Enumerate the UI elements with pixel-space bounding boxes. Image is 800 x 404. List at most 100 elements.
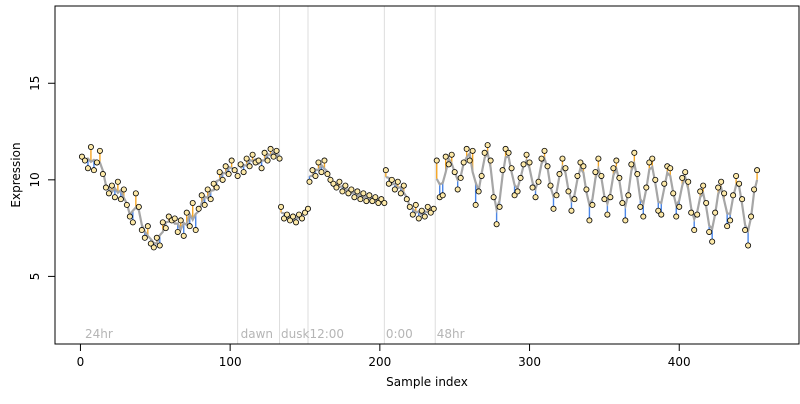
- data-point: [246, 163, 253, 170]
- data-point: [607, 194, 614, 201]
- data-point: [727, 217, 734, 224]
- data-point: [159, 219, 166, 226]
- data-point: [724, 223, 731, 230]
- y-axis: 5 10 15: [28, 76, 55, 281]
- data-point: [207, 196, 214, 203]
- x-tick-label: 400: [668, 355, 691, 369]
- data-point: [496, 203, 503, 210]
- data-point: [318, 169, 325, 176]
- data-point: [421, 213, 428, 220]
- data-point: [556, 171, 563, 178]
- data-point: [397, 190, 404, 197]
- data-point: [261, 149, 268, 156]
- data-point: [219, 176, 226, 183]
- data-point: [409, 211, 416, 218]
- data-point: [601, 196, 608, 203]
- data-point: [493, 221, 500, 228]
- data-point: [418, 207, 425, 214]
- data-point: [577, 159, 584, 166]
- data-point: [628, 161, 635, 168]
- data-point: [652, 176, 659, 183]
- data-point: [171, 215, 178, 222]
- phase-annotation: dusk: [281, 327, 309, 341]
- data-point: [186, 223, 193, 230]
- data-point: [90, 167, 97, 174]
- data-point: [258, 165, 265, 172]
- phase-annotation: 48hr: [437, 327, 465, 341]
- data-point: [427, 209, 434, 216]
- data-point: [487, 157, 494, 164]
- fit-curve-segment: [435, 149, 759, 234]
- data-point: [385, 180, 392, 187]
- data-point: [105, 190, 112, 197]
- data-point: [544, 163, 551, 170]
- data-point: [754, 167, 761, 174]
- data-point: [553, 192, 560, 199]
- data-point: [177, 217, 184, 224]
- data-point: [697, 188, 704, 195]
- data-point: [691, 227, 698, 234]
- data-point: [382, 167, 389, 174]
- data-point: [475, 188, 482, 195]
- data-point: [96, 147, 103, 154]
- data-point: [369, 198, 376, 205]
- data-point: [345, 190, 352, 197]
- data-point: [511, 192, 518, 199]
- data-point: [412, 201, 419, 208]
- phase-annotation: 12:00: [309, 327, 344, 341]
- data-point: [234, 172, 241, 179]
- data-point: [156, 242, 163, 249]
- x-axis: 0 100 200 300 400: [77, 344, 691, 369]
- data-point: [287, 217, 294, 224]
- data-point: [568, 207, 575, 214]
- data-point: [703, 200, 710, 207]
- data-point: [267, 145, 274, 152]
- data-point: [321, 157, 328, 164]
- data-point: [360, 190, 367, 197]
- data-point: [562, 165, 569, 172]
- data-point: [144, 223, 151, 230]
- data-point: [580, 163, 587, 170]
- data-point: [559, 155, 566, 162]
- data-point: [514, 188, 521, 195]
- data-point: [748, 213, 755, 220]
- data-point: [715, 184, 722, 191]
- data-point: [535, 178, 542, 185]
- data-point: [679, 174, 686, 181]
- data-point: [165, 213, 172, 220]
- data-point: [466, 157, 473, 164]
- data-point: [114, 178, 121, 185]
- data-point: [284, 211, 291, 218]
- data-point: [469, 147, 476, 154]
- phase-annotation: 0:00: [386, 327, 413, 341]
- data-point: [162, 225, 169, 232]
- data-point: [174, 228, 181, 235]
- data-point: [700, 182, 707, 189]
- data-point: [739, 196, 746, 203]
- data-point: [694, 211, 701, 218]
- data-point: [195, 205, 202, 212]
- data-point: [120, 186, 127, 193]
- data-point: [538, 155, 545, 162]
- data-point: [682, 169, 689, 176]
- data-point: [183, 209, 190, 216]
- data-point: [574, 172, 581, 179]
- data-point: [637, 203, 644, 210]
- data-point: [613, 157, 620, 164]
- data-point: [348, 186, 355, 193]
- phase-divider-lines: [237, 6, 436, 344]
- data-point: [324, 171, 331, 178]
- data-point: [278, 203, 285, 210]
- phase-annotation: 24hr: [85, 327, 113, 341]
- data-point: [673, 213, 680, 220]
- data-point: [363, 198, 370, 205]
- y-tick-label: 5: [28, 273, 42, 281]
- data-point: [78, 153, 85, 160]
- data-point: [237, 161, 244, 168]
- data-point: [676, 203, 683, 210]
- data-point: [439, 192, 446, 199]
- phase-annotations: 24hr dawn dusk 12:00 0:00 48hr: [85, 327, 465, 341]
- data-point: [745, 242, 752, 249]
